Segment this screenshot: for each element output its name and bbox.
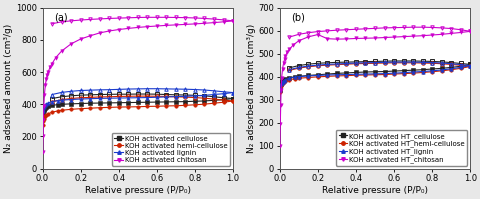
Text: (a): (a) bbox=[54, 13, 67, 22]
Y-axis label: N₂ adsorbed amount (cm³/g): N₂ adsorbed amount (cm³/g) bbox=[4, 23, 13, 153]
X-axis label: Relative pressure (P/P₀): Relative pressure (P/P₀) bbox=[321, 186, 427, 195]
Y-axis label: N₂ adsorbed amount (cm³/g): N₂ adsorbed amount (cm³/g) bbox=[246, 23, 255, 153]
Text: (b): (b) bbox=[290, 13, 304, 22]
X-axis label: Relative pressure (P/P₀): Relative pressure (P/P₀) bbox=[84, 186, 191, 195]
Legend: KOH activated HT_cellulose, KOH activated HT_hemi-cellulose, KOH activated HT_li: KOH activated HT_cellulose, KOH activate… bbox=[335, 130, 467, 166]
Legend: KOH activated cellulose, KOH activated hemi-cellulose, KOH activated lignin, KOH: KOH activated cellulose, KOH activated h… bbox=[111, 133, 230, 166]
